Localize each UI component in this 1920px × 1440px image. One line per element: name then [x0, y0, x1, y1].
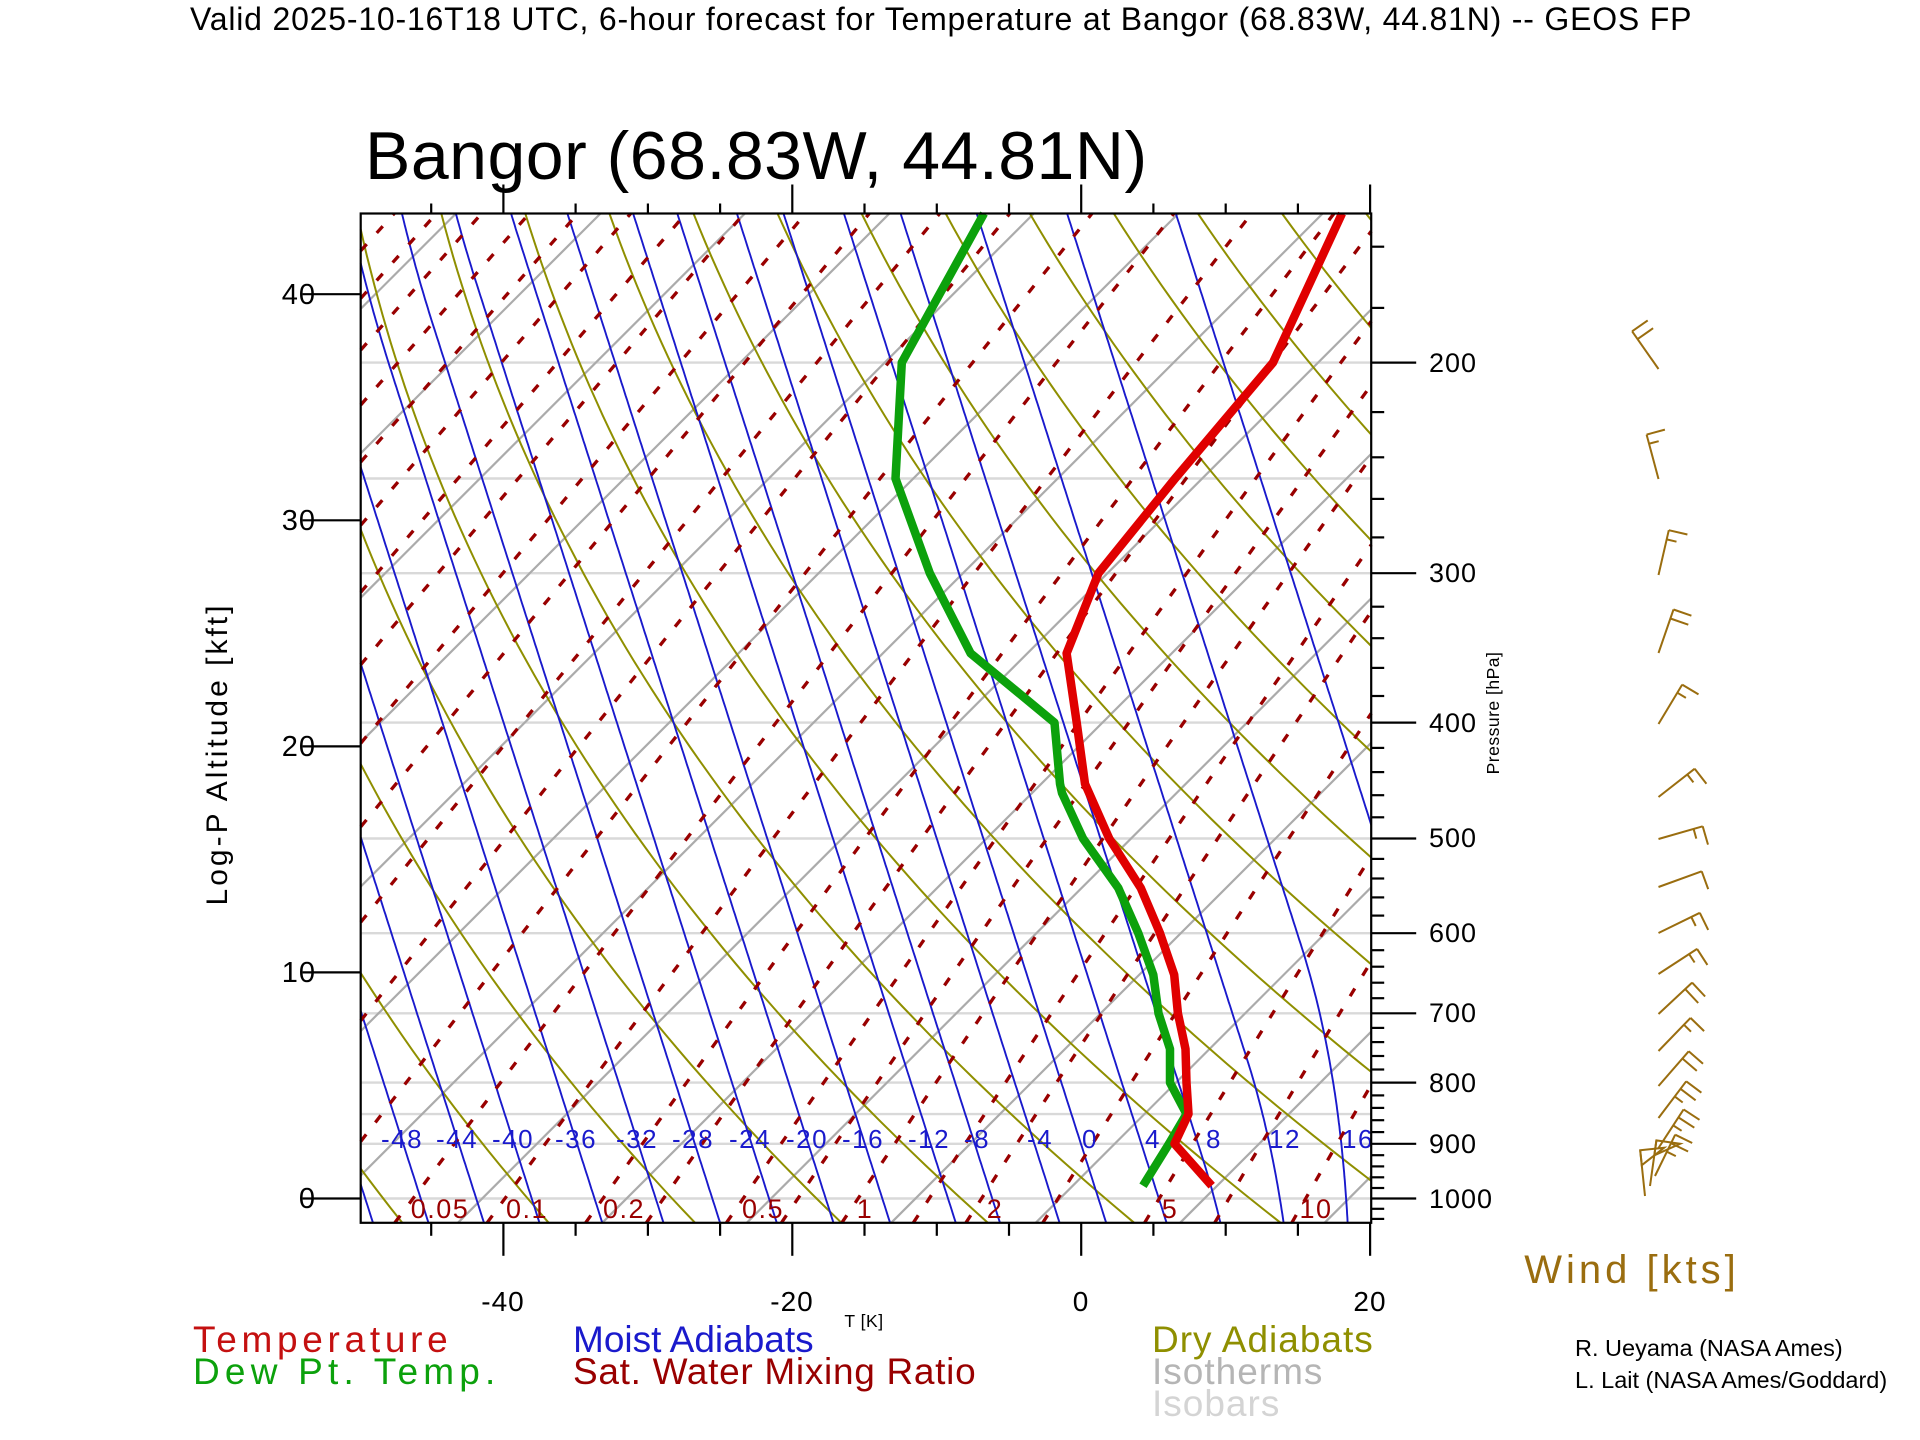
svg-text:-24: -24	[729, 1124, 771, 1154]
svg-text:40: 40	[282, 279, 316, 311]
svg-text:900: 900	[1429, 1129, 1477, 1159]
svg-text:30: 30	[282, 505, 316, 537]
svg-text:-16: -16	[842, 1124, 884, 1154]
svg-text:0: 0	[299, 1183, 316, 1215]
svg-text:-32: -32	[616, 1124, 658, 1154]
svg-text:Moist Adiabats: Moist Adiabats	[573, 1319, 814, 1360]
svg-text:16: 16	[1342, 1124, 1374, 1154]
svg-text:20: 20	[1353, 1286, 1386, 1317]
svg-text:-20: -20	[786, 1124, 828, 1154]
svg-text:Bangor (68.83W, 44.81N): Bangor (68.83W, 44.81N)	[365, 118, 1148, 194]
svg-text:1: 1	[857, 1194, 874, 1224]
svg-text:Wind [kts]: Wind [kts]	[1524, 1248, 1740, 1292]
svg-text:0: 0	[1082, 1124, 1098, 1154]
svg-text:400: 400	[1429, 708, 1477, 738]
svg-text:0.05: 0.05	[411, 1194, 470, 1224]
svg-text:20: 20	[282, 731, 316, 763]
svg-text:8: 8	[1206, 1124, 1222, 1154]
svg-text:800: 800	[1429, 1068, 1477, 1098]
svg-text:700: 700	[1429, 998, 1477, 1028]
svg-text:0.1: 0.1	[506, 1194, 548, 1224]
svg-text:200: 200	[1429, 348, 1477, 378]
svg-text:300: 300	[1429, 558, 1477, 588]
svg-text:10: 10	[282, 957, 316, 989]
svg-text:R. Ueyama (NASA Ames): R. Ueyama (NASA Ames)	[1575, 1335, 1843, 1361]
svg-text:0.2: 0.2	[603, 1194, 645, 1224]
svg-text:1000: 1000	[1429, 1184, 1493, 1214]
svg-text:Isobars: Isobars	[1152, 1383, 1280, 1424]
svg-text:12: 12	[1269, 1124, 1301, 1154]
svg-text:-40: -40	[492, 1124, 534, 1154]
svg-text:-12: -12	[908, 1124, 950, 1154]
svg-text:-8: -8	[964, 1124, 990, 1154]
svg-text:4: 4	[1145, 1124, 1161, 1154]
svg-text:0.5: 0.5	[742, 1194, 784, 1224]
svg-text:0: 0	[1073, 1286, 1090, 1317]
svg-text:2: 2	[987, 1194, 1004, 1224]
svg-text:-4: -4	[1027, 1124, 1053, 1154]
svg-text:-36: -36	[555, 1124, 597, 1154]
svg-text:T [K]: T [K]	[844, 1311, 883, 1331]
svg-text:-28: -28	[672, 1124, 714, 1154]
svg-text:600: 600	[1429, 918, 1477, 948]
svg-text:Sat. Water Mixing Ratio: Sat. Water Mixing Ratio	[573, 1351, 976, 1392]
svg-text:Log-P Altitude [kft]: Log-P Altitude [kft]	[201, 603, 234, 906]
svg-text:L. Lait (NASA Ames/Goddard): L. Lait (NASA Ames/Goddard)	[1575, 1367, 1887, 1393]
svg-text:-40: -40	[481, 1286, 524, 1317]
svg-text:-20: -20	[770, 1286, 813, 1317]
svg-text:Pressure [hPa]: Pressure [hPa]	[1483, 652, 1503, 775]
svg-text:Dry Adiabats: Dry Adiabats	[1152, 1319, 1374, 1360]
svg-text:Isotherms: Isotherms	[1152, 1351, 1323, 1392]
svg-text:-44: -44	[436, 1124, 478, 1154]
svg-text:5: 5	[1162, 1194, 1179, 1224]
svg-text:500: 500	[1429, 823, 1477, 853]
svg-text:Temperature: Temperature	[193, 1319, 452, 1360]
svg-text:Dew Pt. Temp.: Dew Pt. Temp.	[193, 1351, 501, 1392]
svg-text:Valid 2025-10-16T18 UTC, 6-hou: Valid 2025-10-16T18 UTC, 6-hour forecast…	[190, 1, 1692, 37]
svg-text:-48: -48	[381, 1124, 423, 1154]
svg-text:10: 10	[1299, 1194, 1332, 1224]
